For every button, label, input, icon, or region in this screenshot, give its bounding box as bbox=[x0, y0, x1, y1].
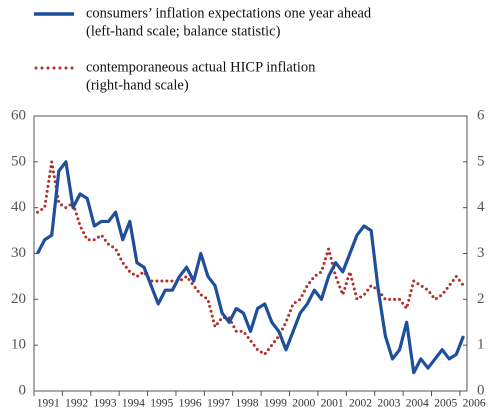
x-tick-label: 1993 bbox=[93, 398, 116, 410]
series-line bbox=[36, 160, 465, 375]
x-tick-label: 1991 bbox=[37, 398, 60, 410]
x-tick-label: 1996 bbox=[179, 398, 202, 410]
y2-tick-label: 4 bbox=[477, 199, 485, 215]
x-tick-label: 1995 bbox=[150, 398, 173, 410]
y-tick-label: 20 bbox=[11, 291, 26, 307]
y2-tick-label: 0 bbox=[477, 382, 485, 398]
y-tick-label: 10 bbox=[11, 337, 26, 353]
x-tick-label: 1992 bbox=[65, 398, 88, 410]
x-tick-label: 2003 bbox=[377, 398, 400, 410]
y-tick-label: 0 bbox=[19, 382, 27, 398]
y2-tick-label: 1 bbox=[477, 337, 485, 353]
legend-label: consumers’ inflation expectations one ye… bbox=[86, 5, 372, 21]
x-tick-label: 2004 bbox=[406, 398, 429, 410]
legend-label: contemporaneous actual HICP inflation bbox=[86, 59, 316, 75]
y2-tick-label: 3 bbox=[477, 245, 485, 261]
y-tick-label: 50 bbox=[11, 153, 26, 169]
y-tick-label: 40 bbox=[11, 199, 26, 215]
x-tick-label: 1994 bbox=[122, 398, 145, 410]
series-line bbox=[36, 161, 465, 357]
x-tick-label: 2005 bbox=[434, 398, 457, 410]
x-tick-label: 2006 bbox=[463, 398, 486, 410]
x-tick-label: 2002 bbox=[349, 398, 372, 410]
legend-note: (right-hand scale) bbox=[86, 77, 189, 93]
y2-tick-label: 5 bbox=[477, 153, 485, 169]
y2-tick-label: 6 bbox=[477, 107, 485, 123]
legend-note: (left-hand scale; balance statistic) bbox=[86, 23, 281, 39]
x-tick-label: 1997 bbox=[207, 398, 230, 410]
x-tick-label: 2001 bbox=[321, 398, 344, 410]
plot-frame bbox=[33, 115, 468, 392]
x-tick-label: 1998 bbox=[235, 398, 258, 410]
x-tick-label: 2000 bbox=[292, 398, 315, 410]
y-tick-label: 60 bbox=[11, 107, 26, 123]
x-tick-label: 1999 bbox=[264, 398, 287, 410]
y-tick-label: 30 bbox=[11, 245, 26, 261]
y2-tick-label: 2 bbox=[477, 291, 485, 307]
